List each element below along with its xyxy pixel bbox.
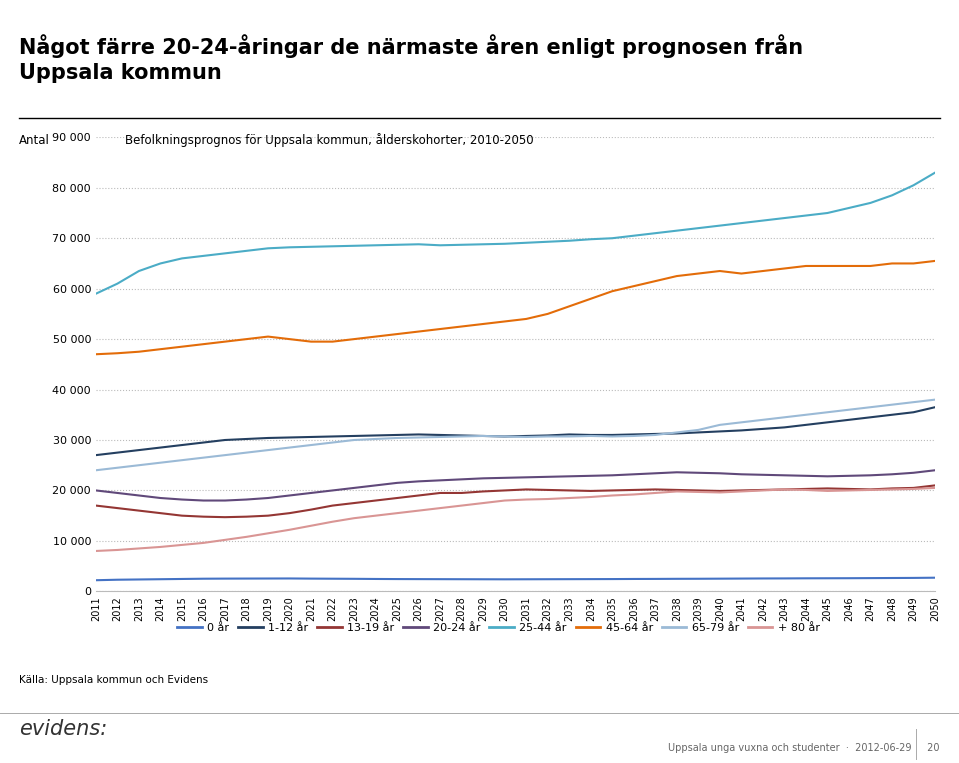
Text: Antal: Antal — [19, 134, 50, 146]
Text: Befolkningsprognos för Uppsala kommun, ålderskohorter, 2010-2050: Befolkningsprognos för Uppsala kommun, å… — [125, 134, 533, 147]
Text: Källa: Uppsala kommun och Evidens: Källa: Uppsala kommun och Evidens — [19, 675, 208, 685]
Text: evidens:: evidens: — [19, 719, 107, 739]
Text: Något färre 20-24-åringar de närmaste åren enligt prognosen från
Uppsala kommun: Något färre 20-24-åringar de närmaste år… — [19, 34, 804, 83]
Text: Uppsala unga vuxna och studenter  ·  2012-06-29     20: Uppsala unga vuxna och studenter · 2012-… — [668, 742, 940, 753]
Legend: 0 år, 1-12 år, 13-19 år, 20-24 år, 25-44 år, 45-64 år, 65-79 år, + 80 år: 0 år, 1-12 år, 13-19 år, 20-24 år, 25-44… — [177, 623, 820, 633]
